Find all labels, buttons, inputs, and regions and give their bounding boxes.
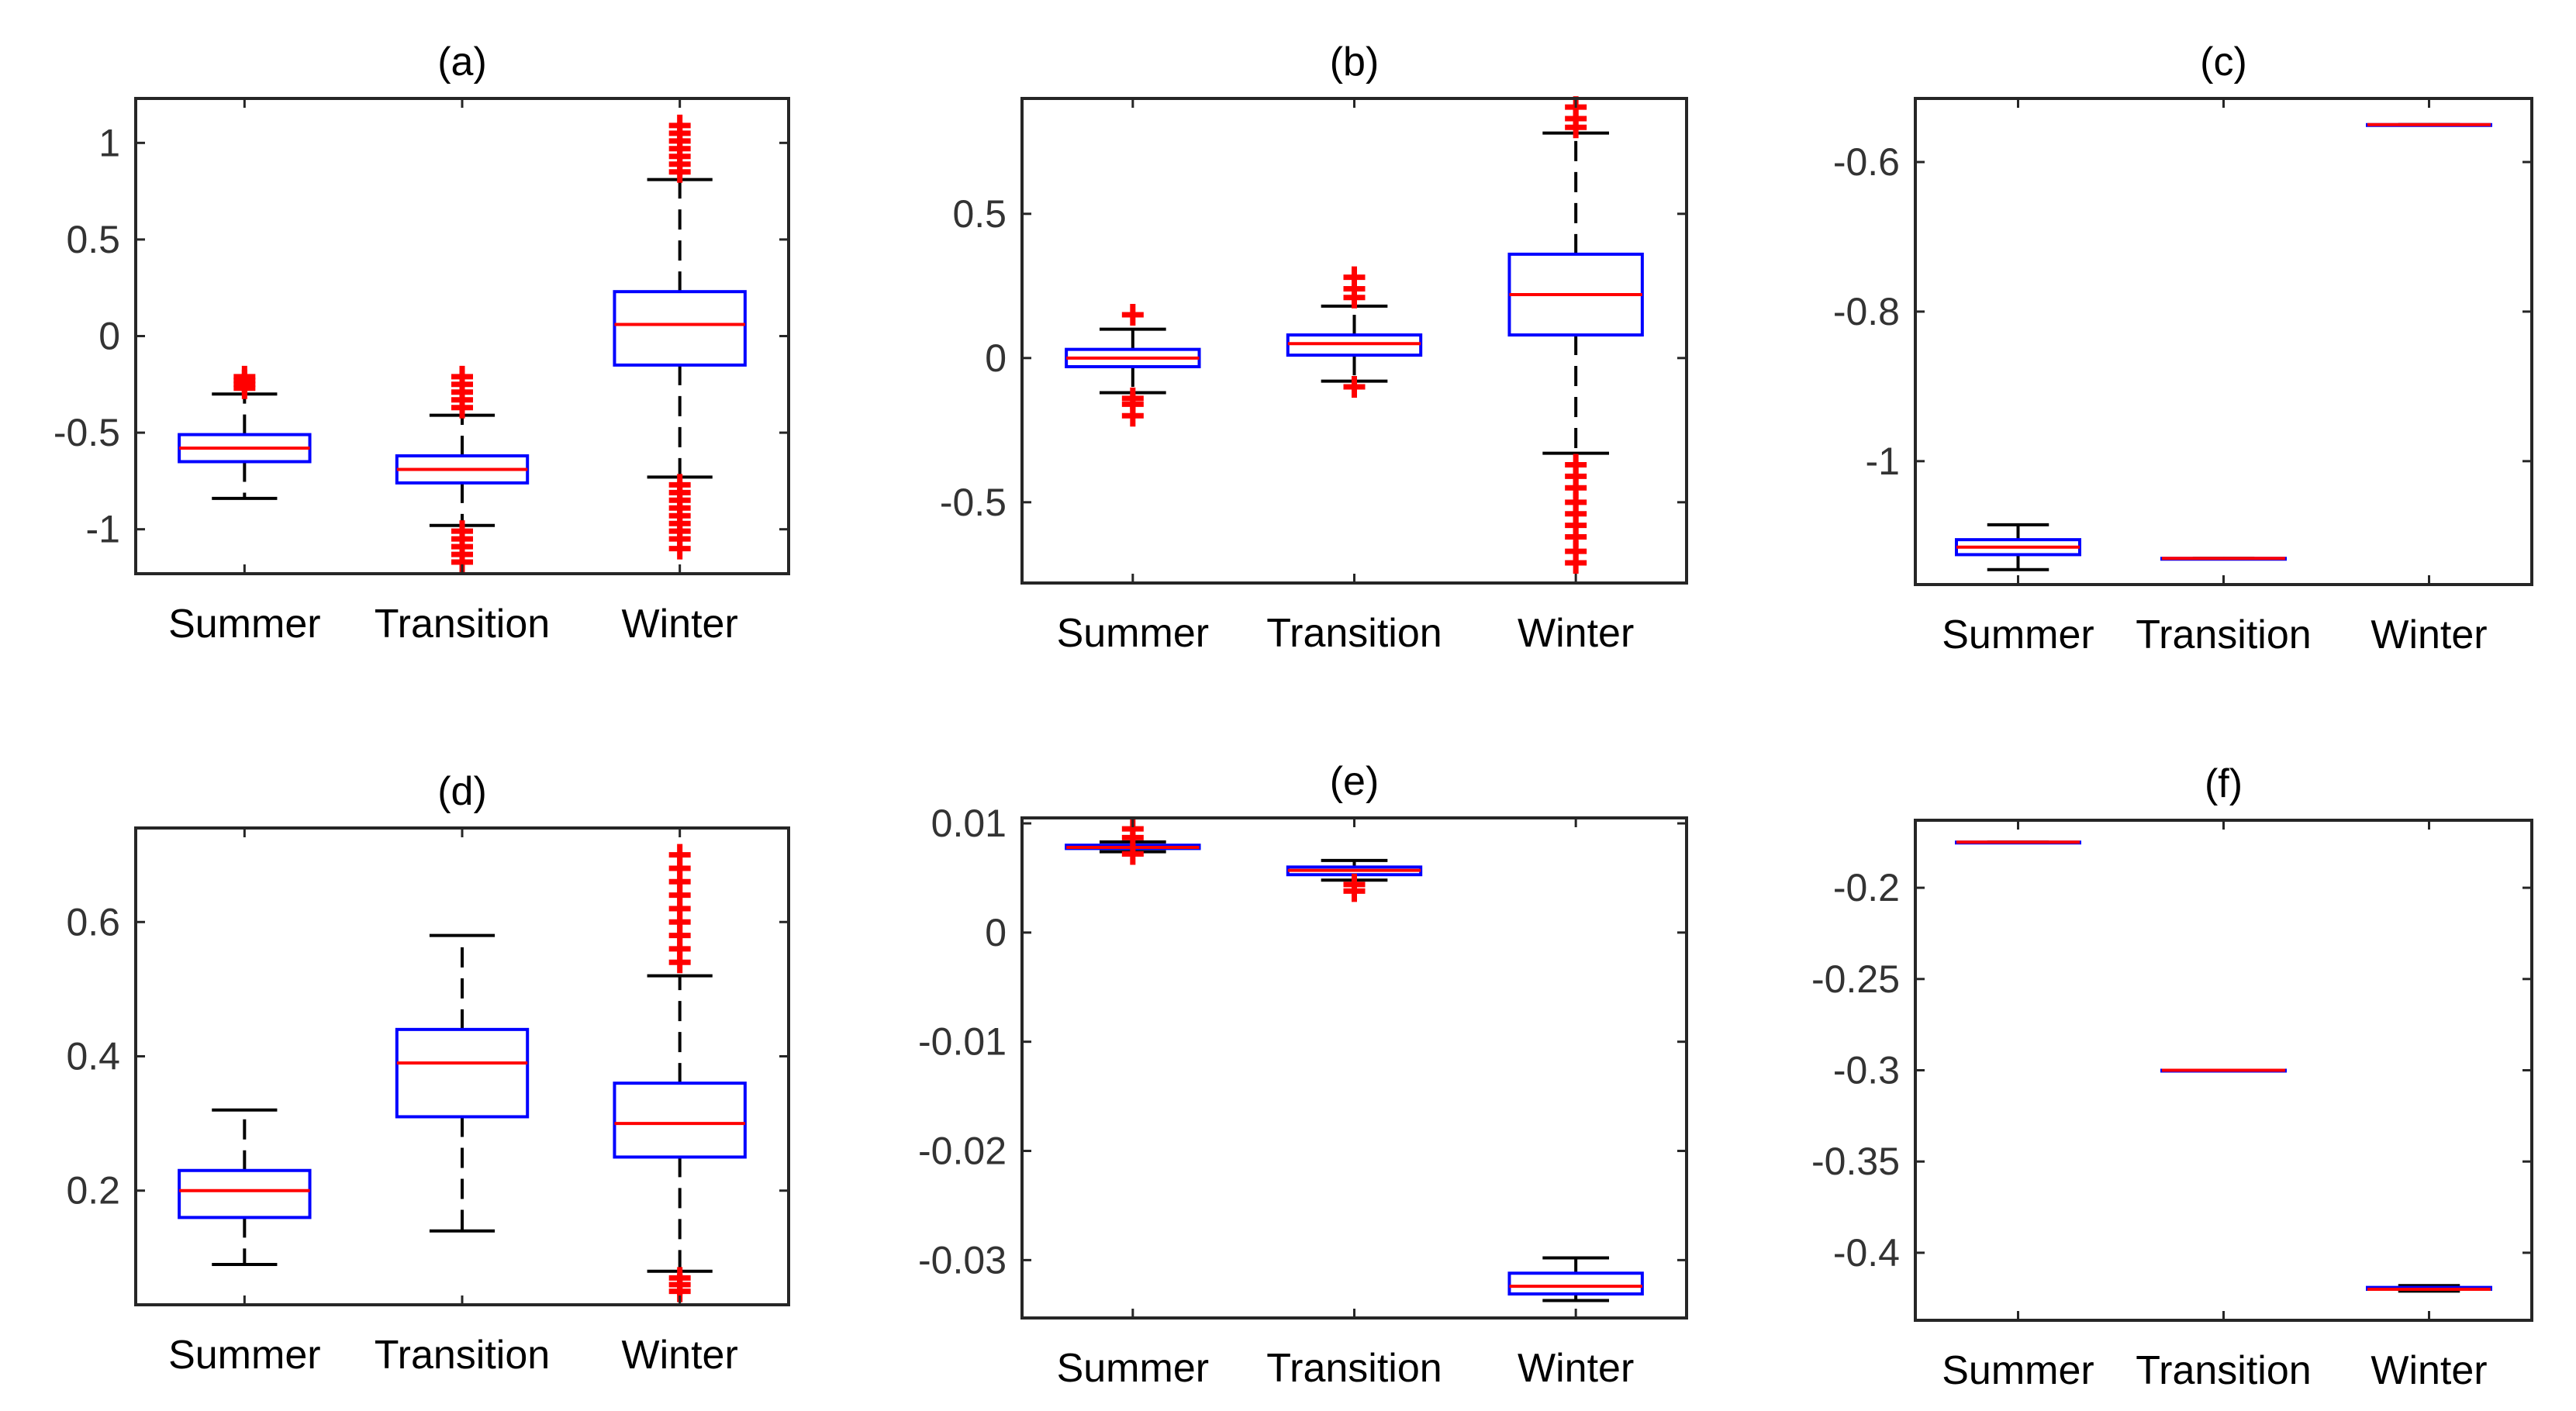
box-winter — [1507, 96, 1644, 574]
axes-frame — [1914, 97, 2533, 586]
axes-frame — [1914, 819, 2533, 1322]
outlier-marker — [668, 843, 691, 866]
box-winter — [2366, 1284, 2492, 1293]
x-category-label: Transition — [1266, 611, 1442, 656]
y-tick-label: -0.3 — [1833, 1049, 1900, 1092]
outlier-marker — [1121, 304, 1144, 326]
box-summer — [1955, 523, 2081, 571]
box-summer — [1955, 840, 2081, 845]
iqr-box — [1507, 1271, 1644, 1296]
y-tick-label: -0.6 — [1833, 140, 1900, 184]
panel-a: (a) -1 -0.5 0 0.5 1 Summer Transition Winter — [54, 40, 790, 647]
x-category-label: Summer — [1942, 1348, 2094, 1393]
panel-d: (d) 0.2 0.4 0.6 Summer Transition Winter — [66, 769, 790, 1378]
panel-title: (d) — [437, 769, 487, 814]
y-tick-label: -0.2 — [1833, 866, 1900, 909]
box-summer — [178, 365, 312, 500]
iqr-box — [613, 290, 747, 367]
outlier-marker — [668, 537, 691, 560]
y-tick-label: -0.35 — [1811, 1140, 1900, 1183]
box-summer — [1065, 304, 1201, 427]
x-category-label: Winter — [2371, 1348, 2487, 1393]
y-tick-label: -0.03 — [918, 1238, 1007, 1282]
panel-title: (e) — [1330, 759, 1380, 804]
y-tick-label: 0.2 — [66, 1169, 120, 1213]
box-summer — [1065, 818, 1201, 865]
axes-frame — [1020, 816, 1688, 1320]
x-category-label: Summer — [1057, 1346, 1209, 1391]
y-tick-label: -1 — [86, 508, 120, 551]
y-tick-label: 0.5 — [66, 218, 120, 261]
outlier-marker — [668, 114, 691, 136]
box-transition — [1286, 858, 1423, 902]
y-tick-label: 0.5 — [952, 192, 1007, 236]
box-winter — [1507, 1256, 1644, 1302]
x-category-label: Summer — [1942, 612, 2094, 657]
panel-c: (c) -1 -0.8 -0.6 Summer Transition Winter — [1833, 40, 2533, 657]
outlier-marker — [1121, 405, 1144, 427]
y-tick-label: 0.4 — [66, 1035, 120, 1078]
box-summer — [178, 1108, 312, 1267]
panel-title: (b) — [1330, 40, 1380, 85]
outlier-marker — [1343, 266, 1366, 288]
box-transition — [1286, 266, 1423, 398]
y-tick-label: 0 — [985, 911, 1007, 954]
y-tick-label: 1 — [98, 121, 120, 164]
y-tick-label: -0.4 — [1833, 1231, 1900, 1275]
y-tick-label: 0 — [985, 336, 1007, 380]
y-tick-label: -0.8 — [1833, 290, 1900, 333]
y-tick-label: 0.01 — [931, 802, 1007, 845]
box-winter — [613, 843, 747, 1302]
x-category-label: Transition — [2136, 1348, 2311, 1393]
x-category-label: Summer — [168, 602, 320, 647]
axes-frame — [1020, 97, 1688, 585]
box-transition — [2160, 557, 2287, 561]
y-tick-label: -0.5 — [54, 411, 120, 454]
y-tick-label: -1 — [1866, 440, 1900, 483]
x-category-label: Winter — [2371, 612, 2487, 657]
y-tick-label: 0 — [98, 315, 120, 358]
x-category-label: Transition — [375, 1333, 550, 1378]
outlier-marker — [451, 365, 473, 388]
axes-frame — [134, 826, 790, 1306]
x-category-label: Winter — [622, 602, 738, 647]
outlier-marker — [1343, 376, 1366, 398]
outlier-marker — [1343, 880, 1366, 902]
x-category-label: Winter — [1518, 611, 1634, 656]
iqr-box — [613, 1082, 747, 1159]
box-winter — [2366, 122, 2492, 127]
x-category-label: Transition — [2136, 612, 2311, 657]
outlier-marker — [1565, 551, 1587, 574]
panel-title: (f) — [2205, 761, 2243, 806]
x-category-label: Transition — [375, 602, 550, 647]
y-tick-label: -0.02 — [918, 1130, 1007, 1173]
iqr-box — [395, 1027, 530, 1119]
panel-b: (b) -0.5 0 0.5 Summer Transition Winter — [940, 40, 1688, 656]
y-tick-label: -0.01 — [918, 1020, 1007, 1064]
box-transition — [395, 365, 530, 574]
panel-title: (a) — [437, 40, 487, 85]
outlier-marker — [233, 365, 256, 388]
x-category-label: Summer — [1057, 611, 1209, 656]
panel-f: (f) -0.4 -0.35 -0.3 -0.25 -0.2 Summer Transitio… — [1811, 761, 2533, 1393]
x-category-label: Summer — [168, 1333, 320, 1378]
x-category-label: Winter — [1518, 1346, 1634, 1391]
x-category-label: Winter — [622, 1333, 738, 1378]
panel-title: (c) — [2200, 40, 2247, 85]
x-category-label: Transition — [1266, 1346, 1442, 1391]
box-winter — [613, 114, 747, 560]
axes-frame — [134, 97, 790, 575]
y-tick-label: 0.6 — [66, 900, 120, 944]
iqr-box — [178, 1168, 312, 1220]
y-tick-label: -0.25 — [1811, 957, 1900, 1001]
outlier-marker — [1121, 843, 1144, 865]
panel-e: (e) -0.03 -0.02 -0.01 0 0.01 Summer Transition W… — [918, 759, 1688, 1391]
box-transition — [395, 933, 530, 1233]
y-tick-label: -0.5 — [940, 481, 1007, 524]
